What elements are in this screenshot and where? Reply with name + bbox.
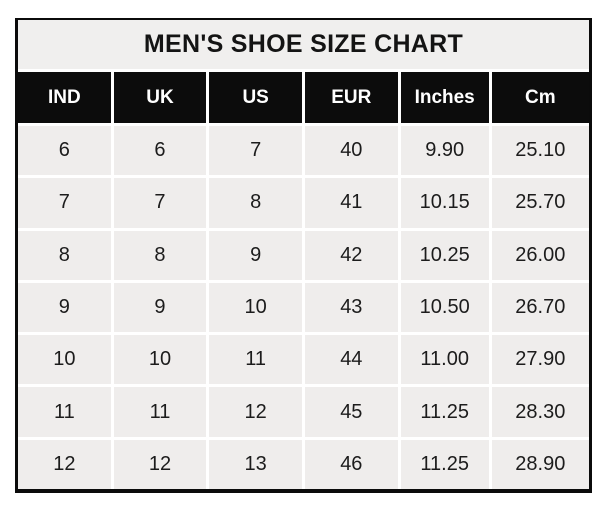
table-cell: 7 — [209, 126, 302, 176]
table-cell: 6 — [113, 126, 207, 176]
table-cell: 10 — [113, 335, 207, 385]
column-header-cm: Cm — [491, 72, 589, 123]
table-cell: 42 — [304, 230, 398, 280]
table-cell: 8 — [18, 230, 111, 280]
table-cell: 27.90 — [491, 335, 589, 385]
table-cell: 11.00 — [400, 335, 489, 385]
table-cell: 26.00 — [491, 230, 589, 280]
table-cell: 9 — [18, 282, 111, 333]
chart-title: MEN'S SHOE SIZE CHART — [18, 20, 589, 69]
column-header-eur: EUR — [304, 72, 398, 123]
table-cell: 9.90 — [400, 126, 489, 176]
table-cell: 25.10 — [491, 126, 589, 176]
table-cell: 11 — [113, 387, 207, 437]
table-cell: 7 — [18, 178, 111, 228]
table-cell: 43 — [304, 282, 398, 333]
table-cell: 10.25 — [400, 230, 489, 280]
table-cell: 46 — [304, 439, 398, 489]
table-cell: 10.15 — [400, 178, 489, 228]
table-cell: 7 — [113, 178, 207, 228]
table-cell: 8 — [209, 178, 302, 228]
table-cell: 28.30 — [491, 387, 589, 437]
table-cell: 41 — [304, 178, 398, 228]
table-cell: 8 — [113, 230, 207, 280]
table-cell: 44 — [304, 335, 398, 385]
table-cell: 40 — [304, 126, 398, 176]
table-cell: 13 — [209, 439, 302, 489]
table-cell: 12 — [113, 439, 207, 489]
table-cell: 45 — [304, 387, 398, 437]
table-cell: 11.25 — [400, 387, 489, 437]
table-cell: 12 — [209, 387, 302, 437]
table-cell: 11 — [18, 387, 111, 437]
table-cell: 10 — [18, 335, 111, 385]
table-cell: 6 — [18, 126, 111, 176]
table-cell: 28.90 — [491, 439, 589, 489]
table-cell: 11.25 — [400, 439, 489, 489]
column-header-inches: Inches — [400, 72, 489, 123]
column-header-us: US — [209, 72, 302, 123]
table-cell: 9 — [209, 230, 302, 280]
shoe-size-chart: MEN'S SHOE SIZE CHART IND UK US EUR Inches Cm… — [15, 18, 592, 493]
column-header-uk: UK — [113, 72, 207, 123]
table-cell: 25.70 — [491, 178, 589, 228]
table-cell: 10.50 — [400, 282, 489, 333]
table-cell: 12 — [18, 439, 111, 489]
table-cell: 10 — [209, 282, 302, 333]
table-cell: 9 — [113, 282, 207, 333]
table-cell: 26.70 — [491, 282, 589, 333]
column-header-ind: IND — [18, 72, 111, 123]
table-cell: 11 — [209, 335, 302, 385]
